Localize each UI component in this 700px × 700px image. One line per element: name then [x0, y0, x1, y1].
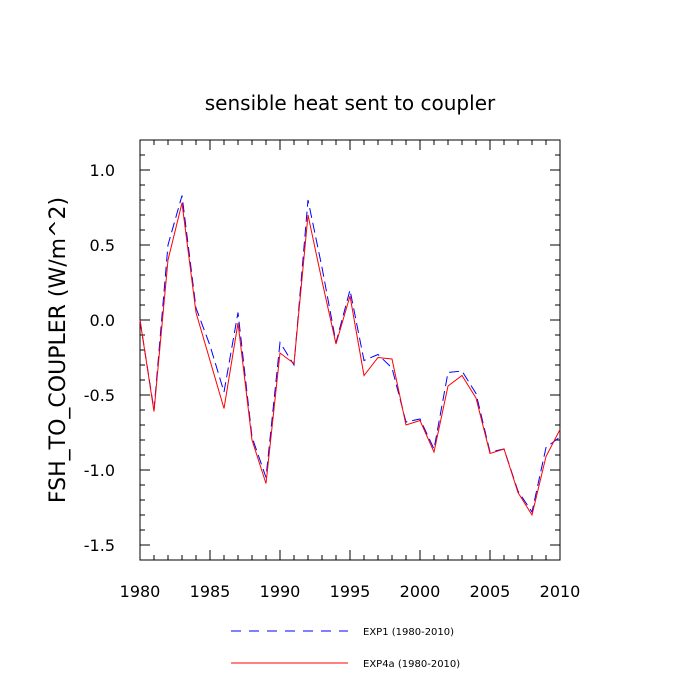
- plot-frame: [139, 139, 561, 561]
- x-tick-label: 1980: [120, 582, 161, 601]
- series-line-1: [139, 195, 561, 514]
- x-tick-label: 2005: [470, 582, 511, 601]
- y-tick-label: -0.5: [84, 386, 115, 405]
- y-tick-label: 0.5: [90, 236, 115, 255]
- y-tick-label: 1.0: [90, 161, 115, 180]
- x-tick-label: 1985: [190, 582, 231, 601]
- x-tick-label: 1990: [260, 582, 301, 601]
- legend-label: EXP1 (1980-2010): [363, 627, 454, 638]
- series-layer: [139, 195, 561, 517]
- y-tick-label: -1.5: [84, 536, 115, 555]
- x-tick-label: 2010: [540, 582, 581, 601]
- x-tick-label: 1995: [330, 582, 371, 601]
- axis-ticks: 1980 1985 1990 1995 2000 2005 2010 -1.5 -1.0 -0.5…: [84, 139, 581, 601]
- legend-label: EXP4a (1980-2010): [363, 659, 460, 670]
- y-tick-label: 0.0: [90, 311, 115, 330]
- chart-title: sensible heat sent to coupler: [205, 91, 496, 115]
- legend: EXP1 (1980-2010) EXP4a (1980-2010): [231, 627, 460, 670]
- x-tick-label: 2000: [400, 582, 441, 601]
- y-axis-label: FSH_TO_COUPLER (W/m^2): [46, 197, 71, 503]
- y-tick-label: -1.0: [84, 461, 115, 480]
- series-line-2: [139, 202, 561, 517]
